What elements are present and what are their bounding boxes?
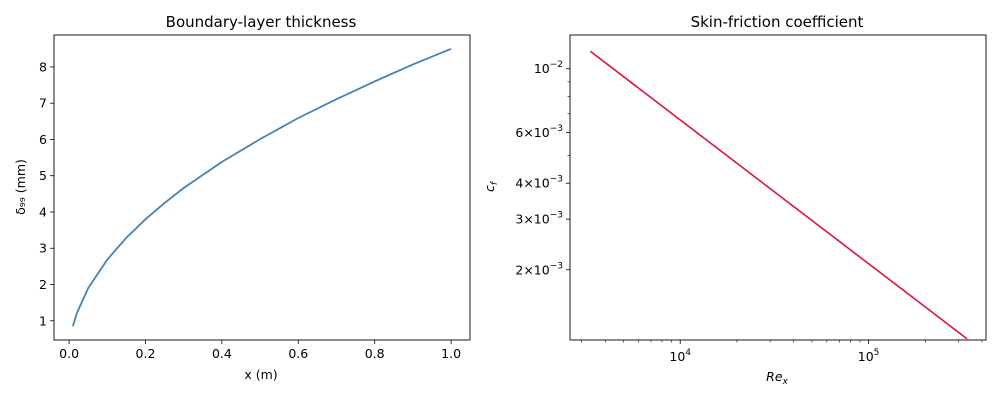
y-tick-label: 1	[39, 313, 47, 328]
boundary-layer-thickness-panel: Boundary-layer thickness x (m) δ₉₉ (mm) …	[13, 13, 471, 382]
chart-title: Skin-friction coefficient	[691, 13, 864, 31]
series-line	[589, 50, 968, 340]
y-axis-label-base: c	[482, 185, 497, 192]
x-axis-label-base: Re	[766, 369, 783, 384]
tick-exponent: −3	[550, 124, 563, 134]
minor-tick-group	[567, 81, 983, 343]
tick-base: 10	[669, 349, 685, 364]
y-tick-label: 2×10−3	[515, 261, 563, 277]
tick-exponent: 4	[685, 348, 691, 358]
x-axis-label: x (m)	[244, 367, 277, 382]
series-group	[72, 47, 452, 327]
tick-base: 10	[858, 349, 874, 364]
x-tick-label: 0.8	[365, 346, 385, 361]
tick-base: 4×10	[515, 176, 549, 191]
tick-exponent: −3	[550, 211, 563, 221]
y-tick-label: 5	[39, 168, 47, 183]
y-tick-label: 3×10−3	[515, 211, 563, 227]
x-tick-label: 0.4	[212, 346, 232, 361]
y-tick-label: 10−2	[534, 60, 563, 76]
y-tick-label: 7	[39, 96, 47, 111]
x-tick-label: 105	[858, 348, 880, 364]
tick-base: 2×10	[515, 262, 549, 277]
y-tick-label: 4	[39, 204, 47, 219]
x-tick-label: 1.0	[441, 346, 461, 361]
tick-exponent: 5	[874, 348, 880, 358]
y-axis-label-subscript: f	[490, 180, 500, 185]
y-axis-label: δ₉₉ (mm)	[13, 159, 28, 215]
x-tick-label: 0.6	[288, 346, 308, 361]
y-axis-label: cf	[482, 180, 500, 192]
series-line	[72, 47, 452, 327]
y-tick-label: 6	[39, 132, 47, 147]
x-tick-label: 104	[669, 348, 691, 364]
tick-exponent: −3	[550, 261, 563, 271]
x-tick-label: 0.0	[59, 346, 79, 361]
y-tick-label: 2	[39, 277, 47, 292]
y-tick-label: 6×10−3	[515, 124, 563, 140]
tick-group: 0.0 0.2 0.4 0.6 0.8 1.0 1 2 3 4 5 6 7 8	[39, 59, 461, 361]
x-axis-label-subscript: x	[782, 377, 789, 387]
y-tick-label: 3	[39, 241, 47, 256]
tick-exponent: −3	[550, 175, 563, 185]
tick-exponent: −2	[550, 60, 563, 70]
x-axis-label: Rex	[766, 369, 788, 387]
series-group	[589, 50, 968, 340]
y-tick-label: 8	[39, 59, 47, 74]
skin-friction-panel: Skin-friction coefficient Rex cf 104 1051…	[482, 13, 987, 387]
tick-base: 6×10	[515, 125, 549, 140]
y-tick-label: 4×10−3	[515, 175, 563, 191]
x-tick-label: 0.2	[136, 346, 156, 361]
tick-base: 3×10	[515, 212, 549, 227]
axes-frame	[53, 34, 471, 341]
chart-title: Boundary-layer thickness	[166, 13, 357, 31]
tick-base: 10	[534, 61, 550, 76]
axes-frame	[569, 34, 987, 341]
